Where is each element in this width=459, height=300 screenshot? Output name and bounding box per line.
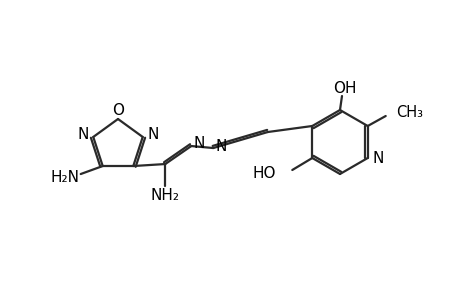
Text: N: N [78, 128, 89, 142]
Text: H₂N: H₂N [50, 169, 79, 184]
Text: HO: HO [252, 166, 275, 181]
Text: N: N [193, 136, 205, 151]
Text: NH₂: NH₂ [151, 188, 179, 202]
Text: N: N [215, 139, 226, 154]
Text: OH: OH [332, 80, 356, 95]
Text: O: O [112, 103, 124, 118]
Text: N: N [147, 128, 158, 142]
Text: N: N [371, 151, 382, 166]
Text: CH₃: CH₃ [395, 104, 422, 119]
